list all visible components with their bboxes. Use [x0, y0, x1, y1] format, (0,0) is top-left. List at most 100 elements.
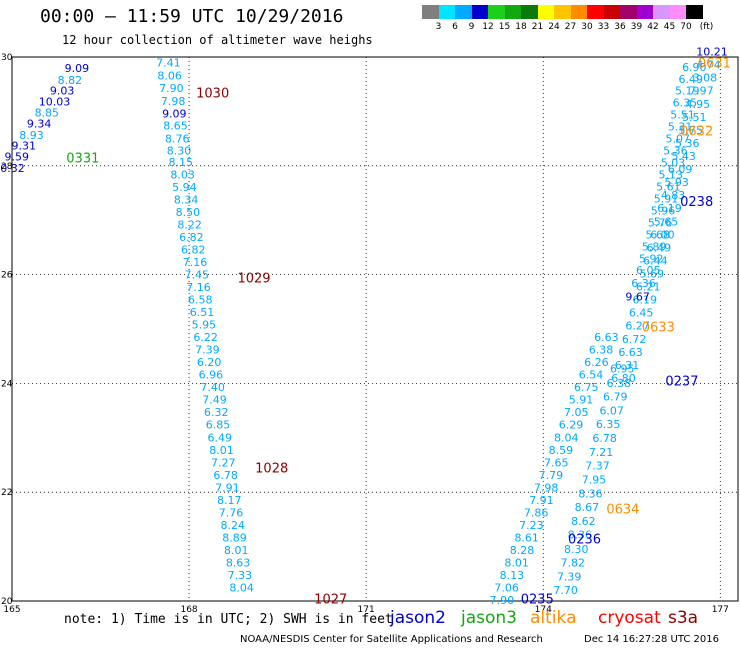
swh-value-label: 6.82	[179, 231, 204, 244]
swh-value-label: 5.61	[656, 180, 681, 193]
swh-value-label: 6.22	[193, 331, 218, 344]
swh-value-label: 6.19	[657, 202, 682, 215]
colorbar-label: 27	[564, 22, 577, 32]
pass-time-label: 0631	[698, 56, 731, 71]
swh-value-label: 6.05	[636, 264, 661, 277]
swh-value-label: 7.79	[539, 469, 564, 482]
y-tick-label: 28	[1, 162, 13, 172]
swh-value-label: 7.23	[519, 519, 544, 532]
swh-value-label: 6.35	[596, 418, 621, 431]
swh-value-label: 6.63	[618, 346, 643, 359]
y-tick-label: 24	[1, 379, 13, 389]
swh-value-label: 6.26	[584, 356, 609, 369]
swh-value-label: 6.78	[213, 469, 238, 482]
swh-value-label: 7.39	[557, 571, 582, 584]
swh-value-label: 8.34	[174, 194, 199, 207]
swh-value-label: 9.09	[162, 108, 187, 121]
swh-value-label: 7.05	[564, 406, 589, 419]
pass-time-label: 0236	[568, 532, 601, 547]
swh-value-label: 9.09	[65, 62, 90, 75]
swh-value-label: 7.91	[215, 481, 240, 494]
pass-time-label: 0331	[66, 152, 99, 167]
swh-value-label: 6.96	[199, 369, 224, 382]
plot-frame	[11, 56, 739, 602]
swh-value-label: 5.91	[654, 192, 679, 205]
swh-value-label: 8.65	[163, 120, 188, 133]
swh-value-label: 8.36	[568, 529, 593, 542]
swh-value-label: 6.44	[643, 254, 668, 267]
swh-value-label: 7.86	[524, 506, 549, 519]
swh-value-label: 5.96	[651, 204, 676, 217]
swh-value-label: 6.38	[589, 344, 614, 357]
swh-value-label: 8.82	[58, 74, 83, 87]
swh-value-label: 7.16	[186, 281, 211, 294]
swh-value-label: 8.01	[504, 556, 529, 569]
colorbar-label: 24	[548, 22, 560, 32]
swh-value-label: 9.34	[27, 117, 52, 130]
swh-value-label: 6.07	[599, 405, 624, 418]
swh-value-label: 7.76	[219, 506, 244, 519]
pass-time-label: 0238	[680, 195, 713, 210]
pass-time-label: 1028	[255, 462, 288, 477]
colorbar-swatch	[471, 5, 488, 19]
swh-value-label: 5.36	[663, 145, 688, 158]
x-tick-label: 168	[180, 605, 197, 615]
pass-time-label: 1030	[196, 86, 229, 101]
swh-value-label: 5.75	[679, 124, 704, 137]
swh-value-label: 6.63	[594, 331, 619, 344]
colorbar-label: 33	[597, 22, 610, 32]
swh-value-label: 7.41	[156, 56, 181, 69]
swh-value-label: 4.83	[661, 189, 686, 202]
colorbar-label: 6	[452, 22, 458, 32]
swh-value-label: 7.40	[200, 381, 225, 394]
colorbar-swatch	[455, 5, 472, 19]
swh-value-label: 8.30	[167, 145, 192, 158]
swh-value-label: 4.74	[696, 59, 721, 72]
swh-value-label: 5.51	[682, 111, 707, 124]
swh-value-label: 7.91	[529, 494, 554, 507]
swh-value-label: 8.50	[176, 206, 201, 219]
colorbar-label: 12	[482, 22, 494, 32]
swh-value-label: 6.58	[188, 294, 213, 307]
swh-value-label: 7.06	[494, 581, 519, 594]
swh-value-label: 6.82	[181, 244, 206, 257]
swh-value-label: 8.59	[549, 444, 574, 457]
swh-value-label: 9.03	[50, 85, 75, 98]
swh-value-label: 7.90	[159, 82, 184, 95]
colorbar-swatch	[620, 5, 637, 19]
swh-value-label: 5.69	[640, 268, 665, 281]
swh-value-label: 6.00	[650, 228, 675, 241]
swh-value-label: 9.31	[12, 140, 37, 153]
x-tick-label: 174	[535, 605, 552, 615]
colorbar-swatch	[438, 5, 455, 19]
swh-value-label: 5.07	[666, 133, 691, 146]
swh-value-label: 8.13	[500, 569, 525, 582]
swh-value-label: 5.36	[675, 137, 700, 150]
swh-value-label: 8.36	[578, 487, 603, 500]
colorbar-swatch	[603, 5, 620, 19]
swh-value-label: 6.54	[579, 369, 604, 382]
swh-value-label: 6.29	[559, 419, 584, 432]
swh-value-label: 8.61	[514, 531, 539, 544]
swh-value-label: 8.04	[229, 581, 254, 594]
swh-value-label: 7.49	[202, 394, 227, 407]
swh-value-label: 8.28	[510, 544, 535, 557]
colorbar-label: 36	[614, 22, 626, 32]
colorbar-label: 30	[581, 22, 593, 32]
swh-value-label: 6.32	[204, 406, 229, 419]
generated-timestamp: Dec 14 16:27:28 UTC 2016	[584, 634, 719, 645]
swh-value-label: 7.95	[582, 474, 607, 487]
swh-value-label: 7.82	[560, 556, 585, 569]
swh-value-label: 8.76	[165, 133, 190, 146]
swh-value-label: 8.01	[224, 544, 249, 557]
swh-value-label: 5.91	[569, 394, 594, 407]
swh-value-label: 6.79	[603, 390, 628, 403]
swh-value-label: 8.63	[226, 556, 251, 569]
swh-value-label: 3.08	[693, 72, 718, 85]
swh-value-label: 6.85	[206, 419, 231, 432]
y-tick-label: 22	[1, 488, 12, 498]
swh-value-label: 8.62	[571, 515, 596, 528]
swh-value-label: 6.09	[668, 163, 693, 176]
swh-value-label: 10.03	[39, 96, 71, 109]
